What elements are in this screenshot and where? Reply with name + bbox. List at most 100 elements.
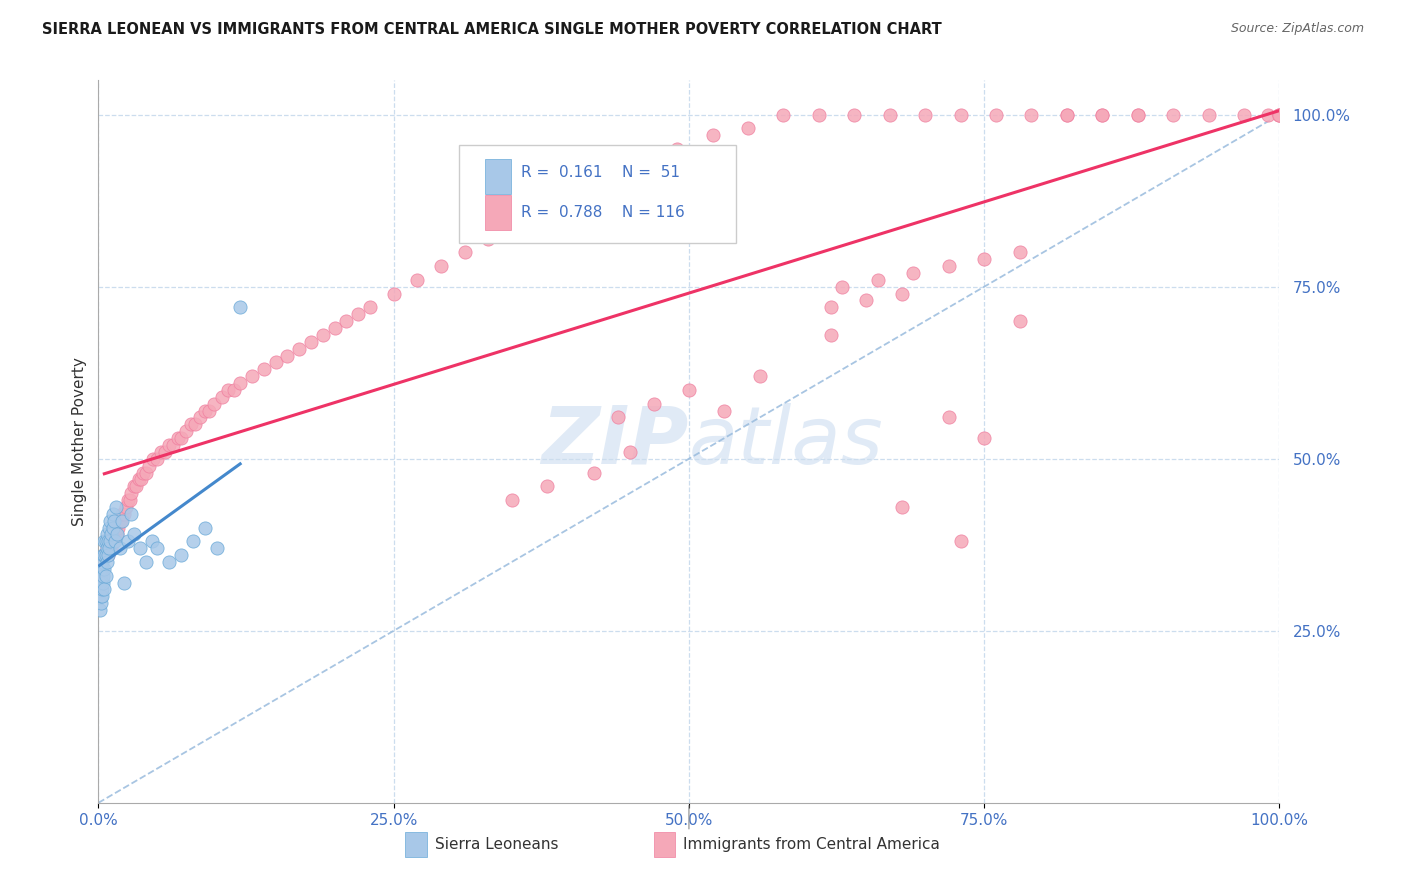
FancyBboxPatch shape	[458, 145, 737, 243]
Point	[713, 403, 735, 417]
Point	[103, 534, 125, 549]
Point	[288, 342, 311, 356]
Point	[359, 301, 381, 315]
Point	[938, 410, 960, 425]
Point	[571, 183, 593, 197]
Point	[938, 259, 960, 273]
Point	[105, 520, 128, 534]
Point	[93, 548, 115, 562]
Point	[772, 108, 794, 122]
Point	[110, 514, 132, 528]
Point	[135, 555, 157, 569]
Point	[89, 575, 111, 590]
Point	[1268, 108, 1291, 122]
Point	[1268, 108, 1291, 122]
Point	[1198, 108, 1220, 122]
Point	[162, 438, 184, 452]
Point	[240, 369, 263, 384]
Point	[142, 451, 165, 466]
Text: R =  0.788    N = 116: R = 0.788 N = 116	[522, 205, 685, 220]
Point	[91, 548, 114, 562]
Point	[1008, 245, 1031, 260]
Point	[94, 548, 117, 562]
Text: ZIP: ZIP	[541, 402, 689, 481]
Point	[98, 534, 121, 549]
Point	[105, 527, 128, 541]
Point	[382, 286, 405, 301]
Y-axis label: Single Mother Poverty: Single Mother Poverty	[72, 357, 87, 526]
Point	[180, 417, 202, 432]
Point	[1233, 108, 1256, 122]
Point	[98, 534, 121, 549]
Point	[1021, 108, 1043, 122]
Point	[94, 534, 117, 549]
Point	[121, 507, 143, 521]
Point	[181, 534, 204, 549]
Point	[1268, 108, 1291, 122]
Point	[170, 431, 193, 445]
Text: R =  0.161    N =  51: R = 0.161 N = 51	[522, 164, 681, 179]
Point	[1056, 108, 1078, 122]
Point	[104, 534, 127, 549]
Point	[122, 527, 145, 541]
Point	[630, 156, 652, 170]
Point	[146, 451, 169, 466]
Point	[299, 334, 322, 349]
Point	[820, 301, 842, 315]
Point	[114, 500, 136, 514]
Point	[122, 479, 145, 493]
Point	[101, 534, 124, 549]
Text: Immigrants from Central America: Immigrants from Central America	[683, 838, 939, 852]
Point	[949, 108, 972, 122]
Point	[973, 252, 995, 267]
Point	[217, 383, 239, 397]
Point	[157, 555, 180, 569]
Point	[135, 466, 157, 480]
Point	[91, 555, 114, 569]
Point	[202, 397, 225, 411]
Point	[737, 121, 759, 136]
Point	[101, 507, 124, 521]
Point	[97, 548, 120, 562]
Point	[347, 307, 370, 321]
Point	[107, 520, 129, 534]
Point	[91, 568, 114, 582]
Point	[194, 403, 217, 417]
Point	[98, 514, 121, 528]
Point	[104, 527, 127, 541]
Point	[229, 376, 252, 390]
Point	[117, 493, 139, 508]
Bar	[654, 831, 675, 857]
Point	[157, 438, 180, 452]
Point	[335, 314, 357, 328]
Point	[855, 293, 877, 308]
Point	[174, 424, 197, 438]
Point	[820, 327, 842, 342]
Point	[153, 445, 176, 459]
Point	[984, 108, 1007, 122]
Point	[103, 514, 125, 528]
Point	[91, 562, 114, 576]
Point	[128, 541, 150, 556]
Point	[1091, 108, 1114, 122]
Point	[100, 541, 122, 556]
Point	[96, 527, 118, 541]
Point	[1126, 108, 1149, 122]
Point	[1091, 108, 1114, 122]
Point	[253, 362, 276, 376]
Point	[1161, 108, 1184, 122]
Point	[619, 445, 641, 459]
Point	[93, 534, 115, 549]
Point	[93, 582, 115, 597]
Point	[132, 466, 155, 480]
Point	[90, 568, 112, 582]
Point	[229, 301, 252, 315]
Point	[91, 582, 114, 597]
Bar	[485, 195, 510, 230]
Point	[91, 575, 114, 590]
Point	[453, 245, 475, 260]
Point	[524, 204, 547, 219]
Point	[91, 590, 114, 604]
Point	[211, 390, 233, 404]
Point	[146, 541, 169, 556]
